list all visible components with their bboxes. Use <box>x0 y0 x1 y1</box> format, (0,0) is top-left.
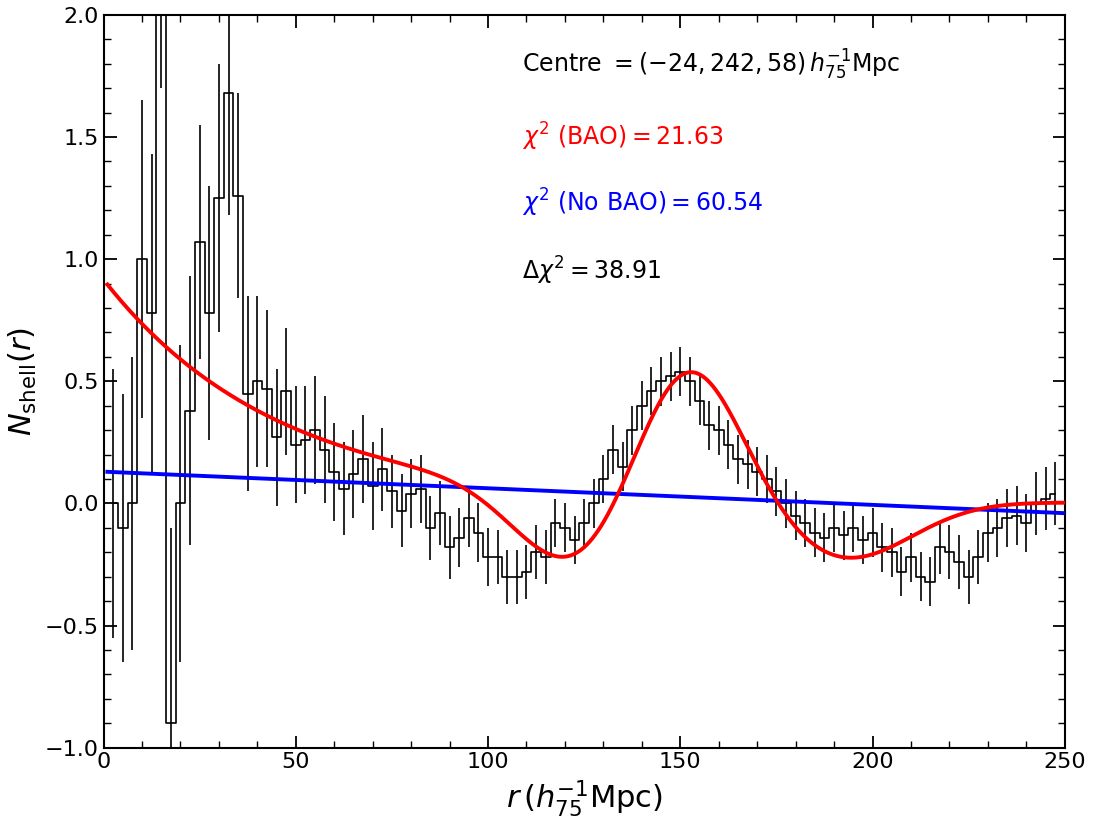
Text: Centre $= (-24, 242, 58)\,h_{75}^{-1}\mathrm{Mpc}$: Centre $= (-24, 242, 58)\,h_{75}^{-1}\ma… <box>521 48 900 82</box>
Y-axis label: $N_{\mathrm{shell}}(r)$: $N_{\mathrm{shell}}(r)$ <box>7 327 39 436</box>
X-axis label: $r\,(h_{75}^{-1}\mathrm{Mpc})$: $r\,(h_{75}^{-1}\mathrm{Mpc})$ <box>506 778 662 819</box>
Text: $\chi^2\ \mathrm{(BAO)} = 21.63$: $\chi^2\ \mathrm{(BAO)} = 21.63$ <box>521 121 722 154</box>
Text: $\Delta\chi^2 = 38.91$: $\Delta\chi^2 = 38.91$ <box>521 255 660 287</box>
Text: $\chi^2\ \mathrm{(No\ BAO)} = 60.54$: $\chi^2\ \mathrm{(No\ BAO)} = 60.54$ <box>521 188 763 220</box>
